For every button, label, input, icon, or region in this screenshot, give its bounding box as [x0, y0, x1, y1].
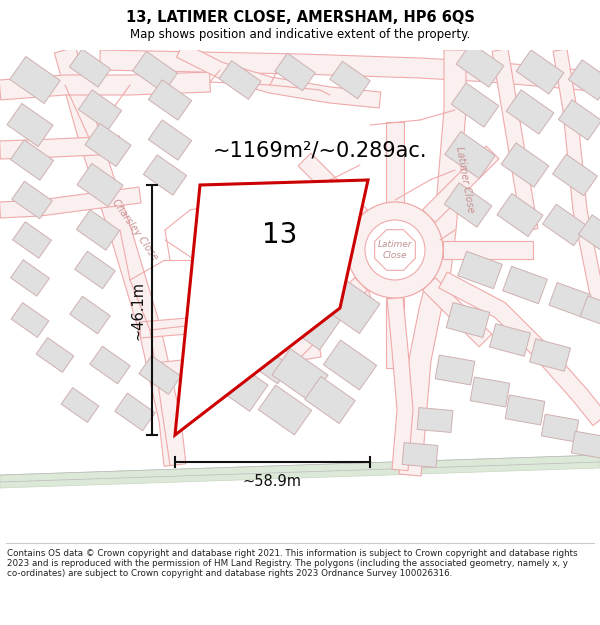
Polygon shape — [571, 431, 600, 459]
Polygon shape — [501, 143, 549, 187]
Polygon shape — [505, 395, 545, 425]
Text: Latimer
Close: Latimer Close — [378, 240, 412, 260]
Polygon shape — [506, 90, 554, 134]
Polygon shape — [578, 215, 600, 255]
Text: 13: 13 — [262, 221, 298, 249]
Polygon shape — [148, 80, 191, 120]
Circle shape — [365, 220, 425, 280]
Polygon shape — [530, 339, 571, 371]
Polygon shape — [275, 53, 315, 91]
Polygon shape — [75, 251, 115, 289]
Polygon shape — [435, 355, 475, 385]
Polygon shape — [0, 72, 211, 100]
Polygon shape — [553, 49, 600, 311]
Polygon shape — [422, 278, 492, 347]
Polygon shape — [212, 359, 268, 411]
Polygon shape — [456, 43, 504, 87]
Polygon shape — [100, 50, 600, 92]
Polygon shape — [542, 204, 587, 246]
Polygon shape — [0, 136, 121, 159]
Text: ~1169m²/~0.289ac.: ~1169m²/~0.289ac. — [213, 140, 427, 160]
Polygon shape — [568, 60, 600, 100]
Polygon shape — [10, 140, 53, 180]
Polygon shape — [175, 180, 368, 435]
Polygon shape — [492, 49, 538, 231]
Polygon shape — [219, 61, 261, 99]
Polygon shape — [374, 229, 415, 271]
Polygon shape — [55, 47, 186, 466]
Polygon shape — [0, 455, 600, 488]
Polygon shape — [267, 241, 347, 259]
Polygon shape — [458, 251, 502, 289]
Text: Contains OS data © Crown copyright and database right 2021. This information is : Contains OS data © Crown copyright and d… — [7, 549, 578, 578]
Polygon shape — [133, 51, 178, 92]
Polygon shape — [194, 316, 256, 374]
Polygon shape — [443, 241, 533, 259]
Polygon shape — [11, 260, 49, 296]
Polygon shape — [115, 393, 155, 431]
Text: Map shows position and indicative extent of the property.: Map shows position and indicative extent… — [130, 28, 470, 41]
Polygon shape — [70, 296, 110, 334]
Polygon shape — [439, 272, 600, 426]
Polygon shape — [298, 153, 367, 222]
Polygon shape — [272, 349, 328, 401]
Polygon shape — [13, 222, 52, 258]
Polygon shape — [417, 408, 453, 432]
Polygon shape — [387, 298, 413, 471]
Polygon shape — [61, 388, 99, 422]
Polygon shape — [516, 50, 564, 94]
Polygon shape — [451, 83, 499, 127]
Text: Charsley Close: Charsley Close — [110, 198, 160, 262]
Polygon shape — [10, 56, 60, 104]
Polygon shape — [143, 155, 187, 195]
Polygon shape — [148, 120, 191, 160]
Polygon shape — [320, 276, 380, 334]
Polygon shape — [70, 49, 110, 87]
Polygon shape — [446, 302, 490, 338]
Polygon shape — [422, 146, 499, 222]
Polygon shape — [278, 290, 341, 350]
Polygon shape — [85, 124, 131, 166]
Text: 13, LATIMER CLOSE, AMERSHAM, HP6 6QS: 13, LATIMER CLOSE, AMERSHAM, HP6 6QS — [125, 10, 475, 25]
Polygon shape — [386, 122, 404, 202]
Polygon shape — [549, 282, 591, 318]
Polygon shape — [139, 288, 372, 338]
Polygon shape — [580, 296, 600, 328]
Polygon shape — [541, 414, 578, 442]
Text: ~46.1m: ~46.1m — [130, 281, 145, 339]
Polygon shape — [77, 164, 123, 206]
Polygon shape — [12, 181, 52, 219]
Polygon shape — [559, 100, 600, 140]
Polygon shape — [323, 340, 377, 390]
Polygon shape — [7, 104, 53, 146]
Polygon shape — [402, 442, 438, 468]
Polygon shape — [497, 194, 543, 236]
Polygon shape — [199, 350, 242, 390]
Polygon shape — [305, 376, 355, 424]
Text: ~58.9m: ~58.9m — [243, 474, 302, 489]
Polygon shape — [330, 61, 370, 99]
Polygon shape — [90, 346, 130, 384]
Polygon shape — [503, 266, 547, 304]
Polygon shape — [445, 131, 495, 179]
Polygon shape — [399, 50, 466, 476]
Polygon shape — [284, 278, 367, 361]
Polygon shape — [444, 183, 492, 227]
Polygon shape — [470, 377, 510, 407]
Polygon shape — [386, 298, 404, 368]
Polygon shape — [259, 385, 311, 435]
Polygon shape — [154, 343, 321, 377]
Polygon shape — [490, 324, 530, 356]
Polygon shape — [36, 338, 74, 372]
Polygon shape — [176, 43, 381, 108]
Polygon shape — [250, 346, 290, 384]
Polygon shape — [553, 154, 598, 196]
Polygon shape — [11, 302, 49, 338]
Circle shape — [347, 202, 443, 298]
Text: Latimer Close: Latimer Close — [454, 146, 476, 214]
Polygon shape — [0, 187, 141, 218]
Polygon shape — [139, 356, 181, 394]
Polygon shape — [79, 90, 122, 130]
Polygon shape — [76, 210, 119, 250]
